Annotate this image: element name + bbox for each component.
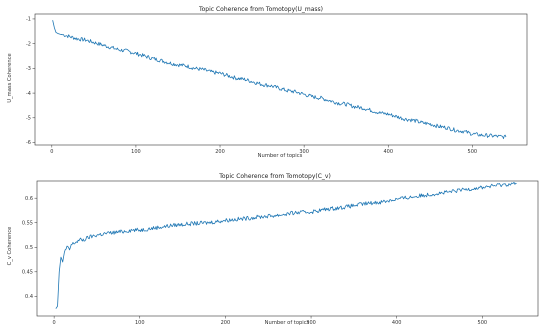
coherence-series-line [52,20,507,140]
y-tick-label: -1 [26,17,31,23]
y-tick-label: -5 [26,116,31,122]
plot-frame [36,180,539,317]
x-axis-label: Number of topics [258,153,303,159]
x-tick-label: 0 [50,149,53,155]
x-tick-label: 100 [131,149,141,155]
y-tick-label: -6 [26,140,31,146]
chart-title: Topic Coherence from Tomotopy(U_mass) [198,6,323,13]
y-tick-label: 0.55 [22,220,33,226]
x-tick-label: 500 [478,320,488,326]
x-tick-label: 400 [392,320,402,326]
x-tick-label: 0 [53,320,56,326]
x-tick-label: 200 [215,149,225,155]
x-tick-label: 400 [383,149,393,155]
y-tick-label: 0.4 [25,294,33,300]
x-tick-label: 500 [468,149,478,155]
y-axis-label: U_mass Coherence [7,53,13,103]
y-tick-label: 0.5 [25,245,33,251]
x-tick-label: 100 [135,320,145,326]
chart-title: Topic Coherence from Tomotopy(C_v) [218,173,331,180]
x-axis-label: Number of topics [265,320,310,326]
umass-coherence-chart: Topic Coherence from Tomotopy(U_mass) U_… [7,6,528,159]
y-tick-label: -2 [26,41,31,47]
x-tick-label: 300 [306,320,316,326]
cv-coherence-chart: Topic Coherence from Tomotopy(C_v) C_v C… [0,166,543,331]
cv-chart-svg: Topic Coherence from Tomotopy(C_v) C_v C… [7,173,539,326]
y-tick-label: -4 [26,91,31,97]
umass-chart-svg: Topic Coherence from Tomotopy(U_mass) U_… [7,6,528,159]
plot-frame [34,13,528,146]
x-tick-label: 200 [221,320,231,326]
x-tick-label: 300 [299,149,309,155]
y-axis-label: C_v Coherence [7,227,13,266]
y-tick-label: -3 [26,66,31,72]
y-tick-label: 0.6 [25,196,33,202]
coherence-series-line [55,181,517,309]
y-tick-label: 0.45 [22,270,33,276]
